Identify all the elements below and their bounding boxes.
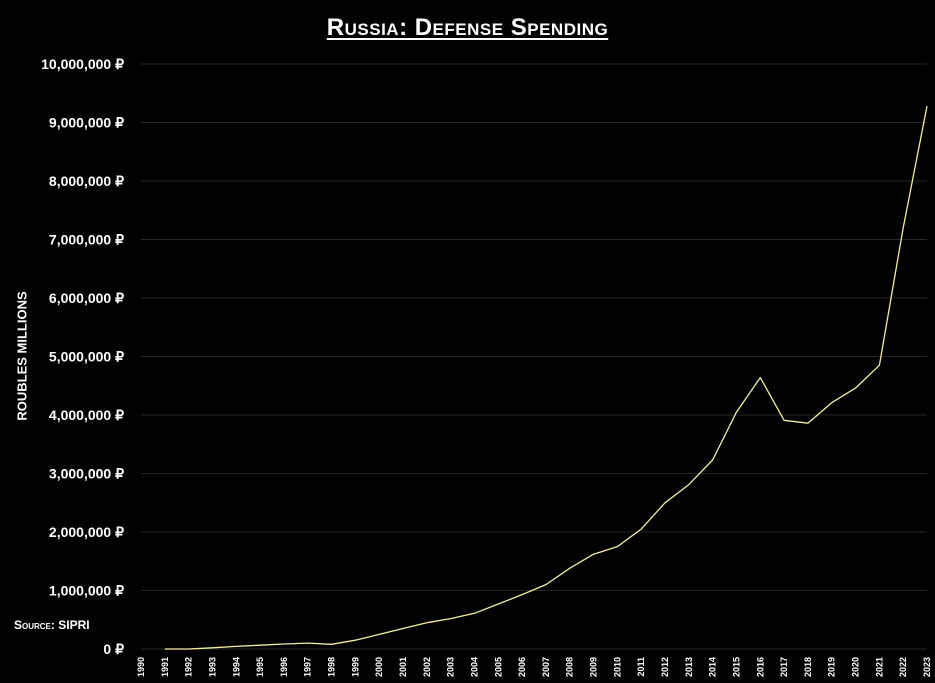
x-tick-label: 2009 <box>589 657 599 677</box>
y-tick-labels: 0 ₽ 1,000,000 ₽ 2,000,000 ₽ 3,000,000 ₽ 4,00… <box>41 56 124 657</box>
y-tick-label: 3,000,000 ₽ <box>49 466 124 482</box>
x-tick-label: 1997 <box>303 657 313 677</box>
x-tick-label: 2000 <box>374 657 384 677</box>
x-tick-label: 2013 <box>684 657 694 677</box>
x-tick-label: 2012 <box>660 657 670 677</box>
chart-title: Russia: Defense Spending <box>326 14 609 41</box>
x-tick-label: 2011 <box>636 657 646 677</box>
y-tick-label: 5,000,000 ₽ <box>49 349 124 365</box>
y-tick-label: 8,000,000 ₽ <box>49 173 124 189</box>
y-tick-label: 6,000,000 ₽ <box>49 290 124 306</box>
x-tick-label: 1995 <box>255 657 265 677</box>
y-tick-label: 9,000,000 ₽ <box>49 115 124 131</box>
y-tick-label: 0 ₽ <box>103 641 124 657</box>
x-tick-label: 1993 <box>207 657 217 677</box>
x-tick-label: 2008 <box>565 657 575 677</box>
x-tick-label: 2003 <box>446 657 456 677</box>
y-tick-label: 7,000,000 ₽ <box>49 232 124 248</box>
x-tick-label: 1991 <box>160 657 170 677</box>
x-tick-label: 1992 <box>184 657 194 677</box>
x-tick-label: 2017 <box>779 657 789 677</box>
y-tick-label: 10,000,000 ₽ <box>41 56 124 72</box>
x-tick-label: 2006 <box>517 657 527 677</box>
x-tick-label: 2019 <box>827 657 837 677</box>
x-tick-label: 1996 <box>279 657 289 677</box>
x-tick-label: 2014 <box>708 657 718 677</box>
series-lines <box>164 105 928 650</box>
x-tick-label: 1999 <box>350 657 360 677</box>
x-tick-label: 2016 <box>755 657 765 677</box>
x-tick-label: 2015 <box>731 657 741 677</box>
x-tick-label: 2018 <box>803 657 813 677</box>
x-tick-label: 2023 <box>922 657 932 677</box>
series-line <box>164 105 928 650</box>
y-tick-label: 4,000,000 ₽ <box>49 407 124 423</box>
source-note: Source: SIPRI <box>14 618 90 632</box>
x-tick-label: 2021 <box>874 657 884 677</box>
y-tick-label: 2,000,000 ₽ <box>49 524 124 540</box>
x-tick-label: 2022 <box>898 657 908 677</box>
x-tick-label: 2005 <box>493 657 503 677</box>
x-tick-label: 1994 <box>231 657 241 677</box>
gridlines <box>141 63 927 650</box>
x-tick-label: 2004 <box>469 657 479 677</box>
x-tick-label: 2001 <box>398 657 408 677</box>
x-tick-labels: 1990 1991 1992 1993 1994 1995 1996 1997 1998 1999… <box>136 657 932 677</box>
x-tick-label: 2020 <box>851 657 861 677</box>
y-tick-label: 1,000,000 ₽ <box>49 583 124 599</box>
x-tick-label: 2010 <box>612 657 622 677</box>
x-tick-label: 2002 <box>422 657 432 677</box>
x-tick-label: 2007 <box>541 657 551 677</box>
x-tick-label: 1998 <box>327 657 337 677</box>
x-tick-label: 1990 <box>136 657 146 677</box>
